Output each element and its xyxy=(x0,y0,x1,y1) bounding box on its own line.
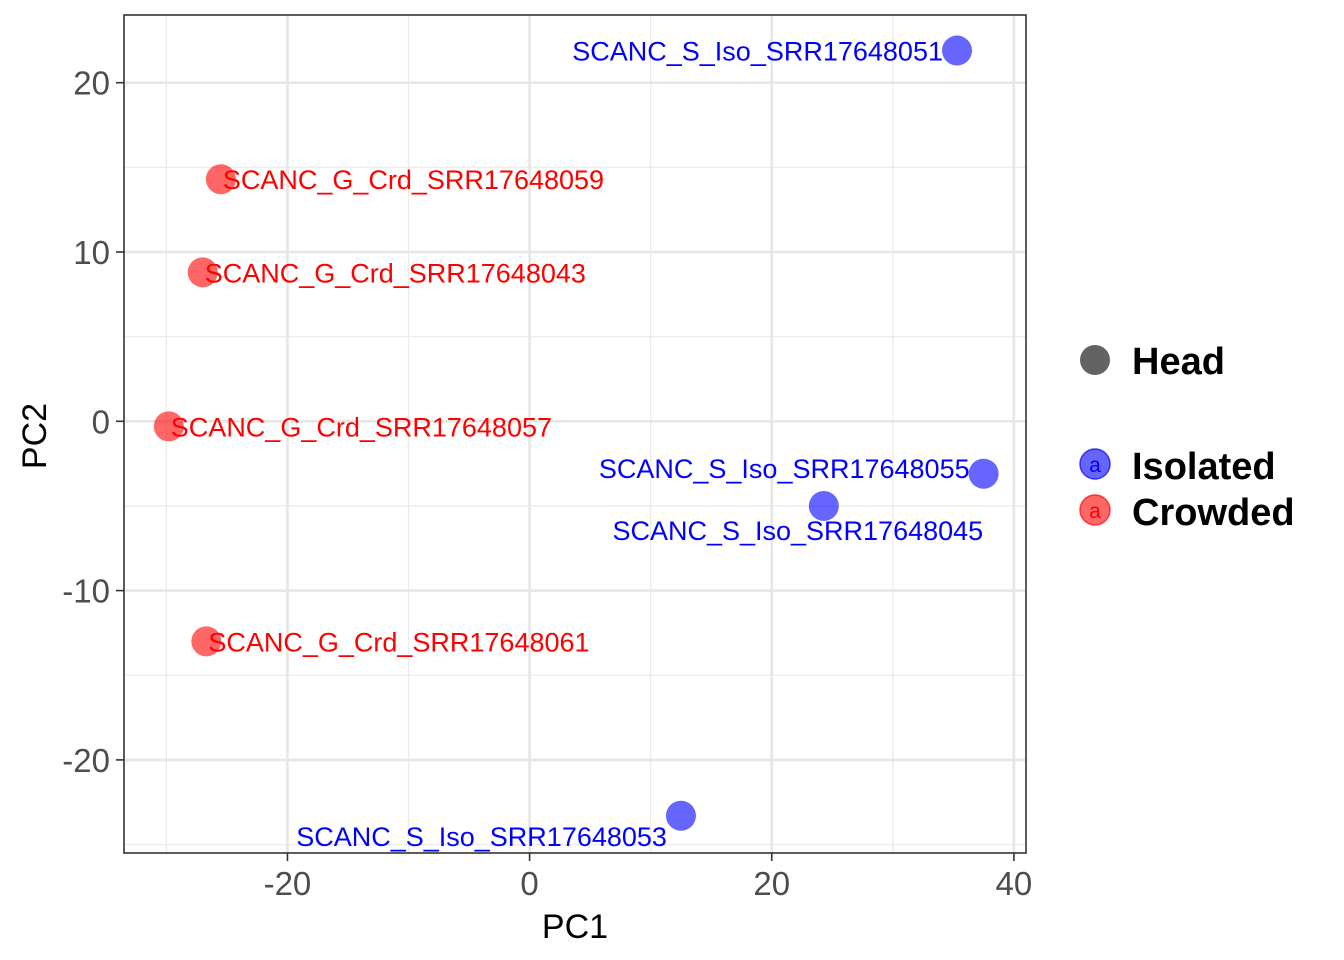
legend-isolated-key xyxy=(1079,448,1111,480)
data-point xyxy=(153,411,184,442)
data-point xyxy=(191,626,222,657)
legend-crowded-key xyxy=(1079,494,1111,526)
grid-minor xyxy=(124,15,1026,853)
data-point-labels: SCANC_S_Iso_SRR17648051 SCANC_S_Iso_SRR17… xyxy=(171,37,983,852)
data-point xyxy=(941,35,972,66)
legend-isolated-key-glyph: a xyxy=(1089,454,1101,477)
grid-major xyxy=(124,15,1026,853)
data-point-label: SCANC_S_Iso_SRR17648053 xyxy=(296,822,667,852)
data-point xyxy=(808,490,839,521)
x-tick-label: 0 xyxy=(520,865,538,902)
y-tick-label: 0 xyxy=(92,403,110,440)
data-point-label: SCANC_G_Crd_SRR17648061 xyxy=(208,627,589,657)
data-point-label: SCANC_G_Crd_SRR17648059 xyxy=(223,165,604,195)
legend-head-shape-key xyxy=(1080,345,1110,375)
data-points xyxy=(153,35,999,831)
y-tick-label: 10 xyxy=(73,234,110,271)
data-point-label: SCANC_S_Iso_SRR17648055 xyxy=(599,454,970,484)
y-tick-label: -20 xyxy=(62,742,110,779)
data-point xyxy=(187,257,218,288)
data-point-label: SCANC_S_Iso_SRR17648051 xyxy=(572,37,943,67)
y-axis-title: PC2 xyxy=(16,403,54,469)
x-tick-label: 40 xyxy=(996,865,1033,902)
y-tick-label: -10 xyxy=(62,573,110,610)
x-axis-ticks: -20 0 20 40 xyxy=(264,853,1033,902)
legend-crowded-key-glyph: a xyxy=(1089,500,1101,523)
x-tick-label: 20 xyxy=(753,865,790,902)
legend-head-label: Head xyxy=(1132,341,1225,383)
y-axis-ticks: -20 -10 0 10 20 xyxy=(62,65,124,779)
y-tick-label: 20 xyxy=(73,65,110,102)
legend-isolated-label: Isolated xyxy=(1132,446,1276,488)
panel-border xyxy=(123,14,1027,854)
legend: Head a Isolated a Crowded xyxy=(1079,341,1295,534)
x-tick-label: -20 xyxy=(264,865,312,902)
data-point xyxy=(968,458,999,489)
data-point-label: SCANC_G_Crd_SRR17648057 xyxy=(171,412,552,442)
data-point xyxy=(205,164,236,195)
data-point-label: SCANC_G_Crd_SRR17648043 xyxy=(205,258,586,288)
legend-crowded-label: Crowded xyxy=(1132,492,1295,534)
data-point-label: SCANC_S_Iso_SRR17648045 xyxy=(612,516,983,546)
data-point xyxy=(665,800,696,831)
x-axis-title: PC1 xyxy=(542,908,608,946)
